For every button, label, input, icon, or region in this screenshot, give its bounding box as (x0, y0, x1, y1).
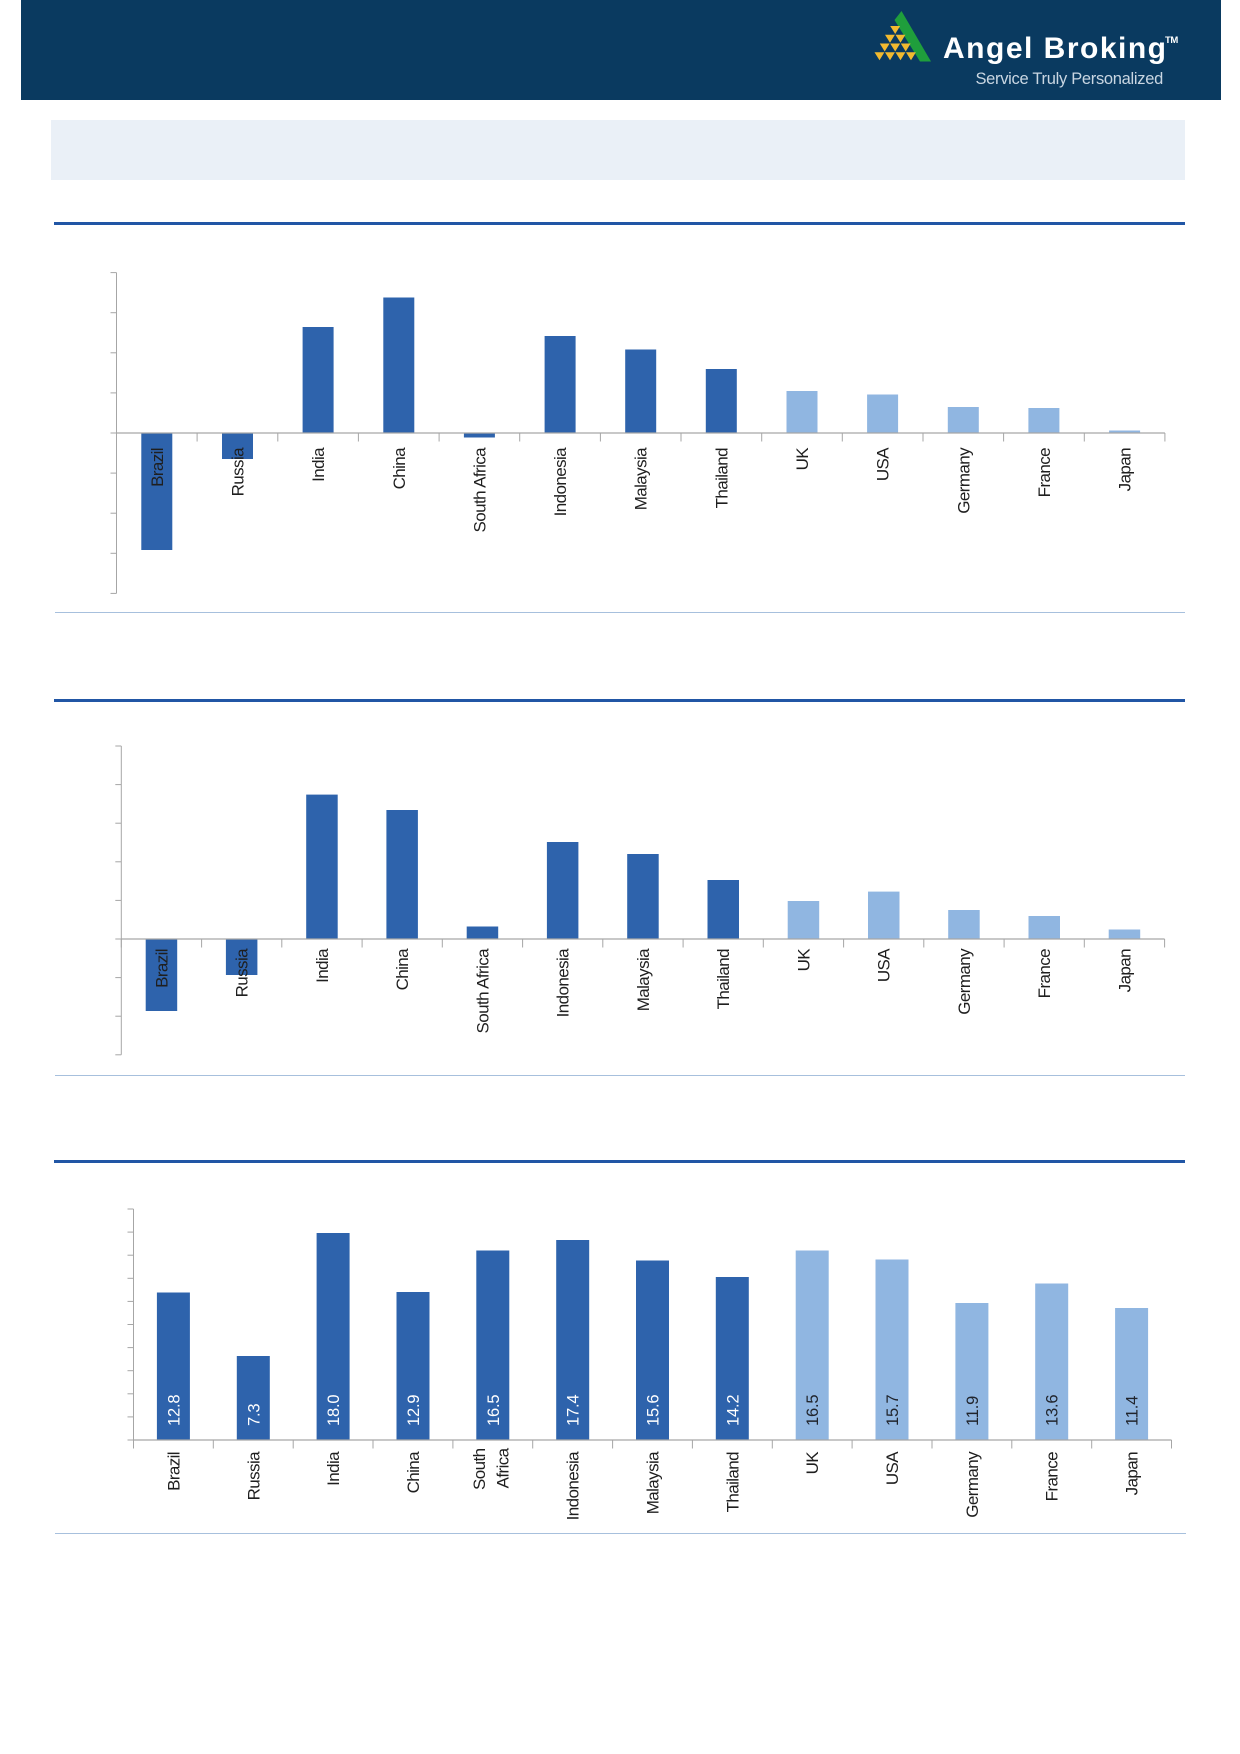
svg-text:11.9: 11.9 (964, 1396, 982, 1426)
svg-text:China: China (404, 1451, 423, 1494)
svg-text:Thailand: Thailand (723, 1452, 742, 1513)
svg-text:Germany: Germany (963, 1451, 982, 1518)
svg-text:USA: USA (874, 447, 893, 481)
svg-text:USA: USA (875, 948, 894, 982)
svg-text:Brazil: Brazil (148, 448, 167, 487)
svg-text:Japan: Japan (1116, 949, 1135, 992)
svg-text:France: France (1035, 949, 1054, 998)
svg-text:Indonesia: Indonesia (554, 948, 573, 1017)
svg-text:Russia: Russia (229, 447, 248, 497)
svg-text:17.4: 17.4 (565, 1395, 583, 1426)
svg-text:Brazil: Brazil (152, 949, 171, 988)
svg-text:USA: USA (883, 1451, 902, 1485)
svg-text:India: India (309, 447, 328, 482)
svg-text:14.2: 14.2 (724, 1395, 742, 1426)
svg-text:12.9: 12.9 (405, 1395, 423, 1426)
svg-text:Russia: Russia (233, 948, 252, 998)
svg-text:Africa: Africa (493, 1447, 512, 1488)
svg-text:Indonesia: Indonesia (564, 1451, 583, 1520)
svg-text:Malaysia: Malaysia (632, 447, 651, 510)
svg-text:Germany: Germany (954, 447, 973, 514)
svg-text:Japan: Japan (1123, 1452, 1142, 1495)
svg-text:France: France (1043, 1452, 1062, 1501)
svg-text:Germany: Germany (955, 948, 974, 1015)
svg-text:7.3: 7.3 (245, 1404, 263, 1426)
svg-text:India: India (313, 948, 332, 983)
svg-text:Thailand: Thailand (714, 949, 733, 1010)
svg-text:UK: UK (793, 447, 812, 471)
svg-text:South Africa: South Africa (470, 447, 489, 533)
svg-text:Malaysia: Malaysia (634, 948, 653, 1011)
svg-text:Russia: Russia (244, 1451, 263, 1501)
svg-text:18.0: 18.0 (325, 1395, 343, 1426)
svg-text:Malaysia: Malaysia (644, 1451, 663, 1514)
svg-text:15.7: 15.7 (884, 1395, 902, 1426)
svg-text:Brazil: Brazil (164, 1452, 183, 1491)
svg-text:India: India (324, 1451, 343, 1486)
svg-text:France: France (1035, 448, 1054, 497)
svg-text:11.4: 11.4 (1124, 1396, 1142, 1426)
svg-text:15.6: 15.6 (645, 1395, 663, 1426)
svg-text:Thailand: Thailand (712, 448, 731, 509)
svg-text:South Africa: South Africa (473, 948, 492, 1034)
svg-text:China: China (393, 948, 412, 991)
svg-text:UK: UK (803, 1451, 822, 1475)
svg-text:13.6: 13.6 (1044, 1395, 1062, 1426)
svg-text:Japan: Japan (1116, 448, 1135, 491)
svg-text:16.5: 16.5 (804, 1395, 822, 1426)
svg-text:Indonesia: Indonesia (551, 447, 570, 516)
svg-text:12.8: 12.8 (165, 1395, 183, 1426)
svg-text:China: China (390, 447, 409, 490)
svg-text:16.5: 16.5 (485, 1395, 503, 1426)
svg-text:South: South (470, 1448, 489, 1490)
svg-text:UK: UK (795, 948, 814, 972)
